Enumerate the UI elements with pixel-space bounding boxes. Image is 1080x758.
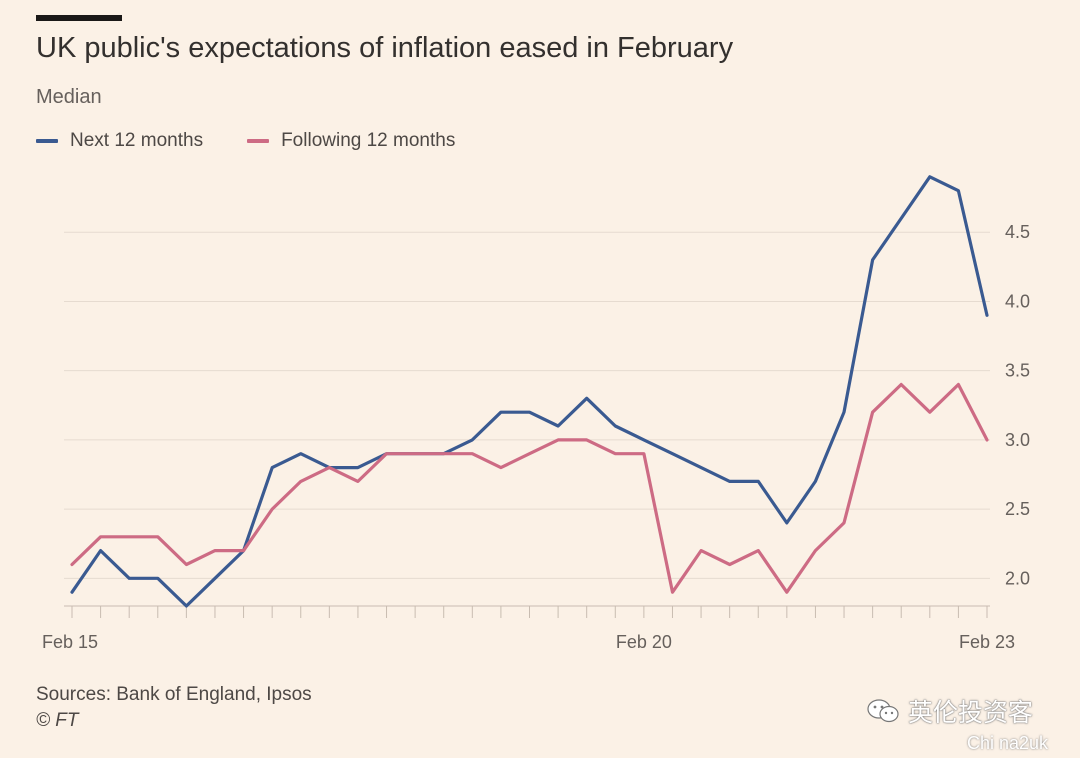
legend-swatch-following (247, 139, 270, 143)
chart-subtitle: Median (36, 86, 102, 108)
y-tick-label: 2.5 (1005, 499, 1030, 519)
y-tick-label: 4.5 (1005, 222, 1030, 242)
legend-item-next: Next 12 months (36, 130, 203, 152)
wechat-icon (867, 699, 899, 723)
x-tick-label: Feb 20 (616, 632, 672, 652)
legend-swatch-next (36, 139, 58, 143)
watermark-subtext: Chi na2uk (967, 733, 1049, 753)
watermark: 英伦投资客 (866, 693, 1033, 729)
copyright-note: © FT (36, 710, 79, 731)
series-line-following-12-months (70, 382, 989, 594)
legend-label-following: Following 12 months (281, 130, 456, 151)
x-tick-label: Feb 23 (959, 632, 1015, 652)
legend-item-following: Following 12 months (247, 130, 455, 152)
series-line-next-12-months (70, 175, 989, 608)
y-tick-label: 3.5 (1005, 361, 1030, 381)
sources-note: Sources: Bank of England, Ipsos (36, 684, 312, 705)
chart-title: UK public's expectations of inflation ea… (36, 32, 734, 64)
y-tick-label: 3.0 (1005, 430, 1030, 450)
y-tick-label: 2.0 (1005, 568, 1030, 588)
y-tick-label: 4.0 (1005, 291, 1030, 311)
watermark-text: 英伦投资客 (908, 699, 1034, 727)
brand-top-bar (36, 15, 122, 21)
x-tick-label: Feb 15 (42, 632, 98, 652)
legend: Next 12 months Following 12 months (36, 130, 499, 152)
legend-label-next: Next 12 months (70, 130, 204, 151)
